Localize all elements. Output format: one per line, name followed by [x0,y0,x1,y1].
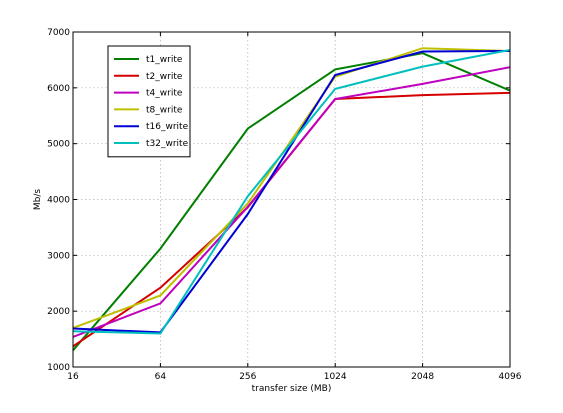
y-tick-label: 7000 [47,28,70,38]
series-line-t8-write [72,47,511,329]
legend-box [107,45,191,158]
series-lines [72,47,511,351]
legend-label: t2_write [146,72,183,82]
x-tick-label: 256 [239,372,256,382]
legend-label: t1_write [146,55,183,65]
y-tick-label: 6000 [47,84,70,94]
legend: t1_write t2_write t4_write t8_write t16_writ… [107,45,191,158]
x-tick-label: 64 [155,372,167,382]
legend-label: t8_write [146,105,183,115]
y-tick-label: 5000 [47,140,70,150]
y-tick-label: 1000 [47,363,70,373]
legend-label: t4_write [146,89,183,99]
x-tick-label: 1024 [324,372,347,382]
series-line-t16-write [72,50,511,334]
y-tick-label: 3000 [47,251,70,261]
x-tick-label: 16 [67,372,79,382]
x-tick-label: 2048 [411,372,434,382]
x-tick-label: 4096 [499,372,522,382]
series-line-t4-write [72,66,511,338]
x-axis-label: transfer size (MB) [252,384,332,394]
legend-label: t32_write [146,139,189,149]
y-axis-label: Mb/s [33,189,43,211]
y-tick-label: 4000 [47,196,70,206]
axis-ticks: 1000 2000 3000 4000 5000 6000 7000 16 64 256 1024 2… [47,28,522,382]
legend-label: t16_write [146,122,189,132]
series-line-t1-write [72,52,511,351]
y-tick-label: 2000 [47,307,70,317]
series-line-t32-write [72,48,511,335]
